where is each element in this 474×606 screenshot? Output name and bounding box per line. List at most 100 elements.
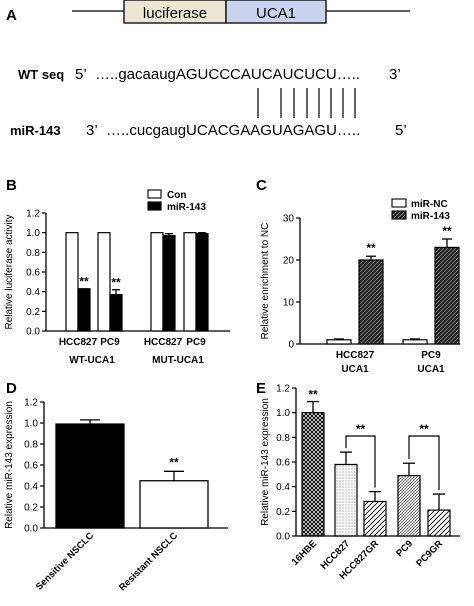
bar	[162, 235, 176, 332]
significance-mark: **	[79, 275, 89, 289]
panel-a-label: A	[6, 7, 17, 24]
x-tick-label: HCC827	[336, 350, 375, 361]
x-tick-sublabel: UCA1	[341, 364, 369, 375]
x-tick-label: PC9	[394, 538, 415, 559]
luciferase-label: luciferase	[143, 5, 207, 22]
y-tick-label: 0.2	[24, 503, 38, 514]
legend-label: miR-NC	[411, 199, 448, 210]
x-tick-label: PC9	[100, 337, 120, 348]
bar	[397, 474, 421, 537]
y-tick-label: 30	[283, 214, 295, 225]
x-tick-label: PC9GR	[414, 538, 445, 569]
y-tick-label: 0.4	[276, 482, 290, 493]
x-tick-sublabel: UCA1	[417, 364, 445, 375]
y-tick-label: 20	[283, 256, 295, 267]
y-axis-label: Relative luciferase activity	[4, 214, 15, 329]
bar	[358, 259, 384, 345]
x-tick-label: 16HBE	[290, 538, 319, 567]
y-tick-label: 0	[288, 340, 294, 351]
wt-seq-start: 5’	[75, 66, 87, 83]
y-tick-label: 1.2	[276, 384, 290, 395]
bar	[363, 500, 387, 537]
significance-mark: **	[356, 422, 366, 436]
mir-seq-name: miR-143	[10, 123, 61, 138]
group-label: WT-UCA1	[69, 355, 115, 366]
bar	[97, 232, 111, 332]
bar	[195, 233, 209, 332]
panel-d-label: D	[6, 380, 17, 397]
significance-mark: **	[111, 276, 121, 290]
significance-mark: **	[366, 241, 376, 255]
bar	[434, 246, 460, 345]
mir-seq-start: 3’	[86, 122, 98, 139]
y-tick-label: 0.0	[26, 327, 40, 338]
x-tick-label: PC9	[186, 337, 206, 348]
uca1-label: UCA1	[256, 5, 296, 22]
mir-seq-end: 5’	[395, 122, 407, 139]
bar	[301, 412, 325, 537]
chart-c: 0 10 20 30 Relative enrichment to NC ** HCC827…	[260, 198, 460, 375]
significance-mark: **	[308, 388, 318, 402]
y-tick-label: 0.2	[26, 307, 40, 318]
y-axis-label: Relative miR-143 expression	[4, 401, 15, 529]
uca1-box	[225, 0, 327, 24]
bar	[65, 232, 79, 332]
x-tick-label: Resistant NSCLC	[117, 530, 180, 593]
y-tick-label: 1.2	[24, 398, 38, 409]
legend-swatch	[147, 189, 162, 199]
significance-mark: **	[442, 224, 452, 238]
group-label: MUT-UCA1	[152, 355, 204, 366]
panel-a: A luciferase UCA1 WT seq 5’ …..gacaaugAG…	[6, 0, 410, 139]
legend-label: Con	[167, 190, 186, 201]
y-tick-label: 0.0	[276, 532, 290, 543]
y-tick-label: 0.8	[24, 440, 38, 451]
y-tick-label: 0.0	[24, 524, 38, 535]
mir-seq: …..cucgaugUCACGAAGUAGAGU…..	[106, 122, 360, 139]
y-tick-label: 0.6	[26, 268, 40, 279]
chart-b: 0.0 0.2 0.4 0.6 0.8 1.0 1.2 Relative luciferase…	[4, 189, 230, 366]
panel-b-label: B	[6, 177, 17, 194]
significance-bracket	[345, 435, 376, 488]
bar	[183, 232, 197, 332]
legend-swatch	[391, 198, 407, 208]
y-tick-label: 1.2	[26, 209, 40, 220]
y-tick-label: 1.0	[26, 228, 40, 239]
wt-seq-end: 3’	[389, 66, 401, 83]
panel-c-label: C	[256, 177, 267, 194]
bar	[150, 232, 164, 332]
y-tick-label: 10	[283, 298, 295, 309]
y-tick-label: 0.6	[276, 458, 290, 469]
significance-mark: **	[419, 422, 429, 436]
x-tick-label: HCC827	[59, 337, 98, 348]
y-tick-label: 0.4	[24, 482, 38, 493]
y-axis-label: Relative miR-143 expression	[260, 398, 271, 526]
significance-mark: **	[169, 455, 179, 469]
chart-e: 0.0 0.2 0.4 0.6 0.8 1.0 1.2 Relative miR-143 ex…	[260, 384, 460, 582]
x-tick-label: Sensitive NSCLC	[34, 530, 96, 592]
x-tick-label: PC9	[421, 350, 441, 361]
y-tick-label: 1.0	[276, 408, 290, 419]
bar	[109, 294, 123, 332]
significance-bracket	[408, 435, 440, 491]
y-tick-label: 0.4	[26, 287, 40, 298]
legend-label: miR-143	[411, 211, 450, 222]
bar	[55, 423, 125, 529]
y-tick-label: 0.2	[276, 507, 290, 518]
chart-d: 0.0 0.2 0.4 0.6 0.8 1.0 1.2 Relative miR-143 ex…	[4, 398, 228, 593]
wt-seq: …..gacaaugAGUCCCAUCAUCUCU…..	[95, 66, 360, 83]
y-tick-label: 0.8	[26, 248, 40, 259]
panel-e-label: E	[256, 380, 266, 397]
legend-swatch	[391, 210, 407, 220]
bar	[139, 480, 209, 529]
y-tick-label: 0.6	[24, 461, 38, 472]
x-tick-label: HCC827	[144, 337, 183, 348]
bar	[402, 339, 428, 345]
bar	[326, 339, 352, 345]
wt-seq-name: WT seq	[18, 67, 64, 82]
bar	[427, 509, 451, 537]
y-axis-label: Relative enrichment to NC	[260, 223, 271, 340]
bar	[77, 288, 91, 332]
base-pairing-lines	[257, 88, 356, 118]
bar	[334, 463, 358, 537]
